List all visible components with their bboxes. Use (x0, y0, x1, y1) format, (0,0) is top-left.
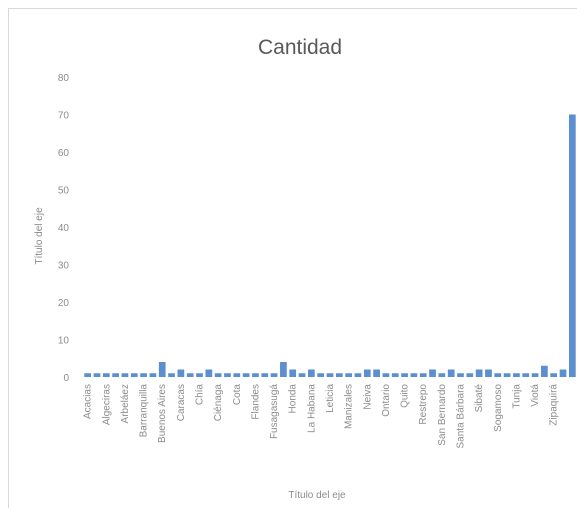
bar (457, 373, 464, 377)
bar (447, 369, 455, 377)
bar (177, 369, 185, 377)
bar (419, 373, 427, 377)
bar (401, 373, 408, 377)
bar (438, 373, 446, 377)
bar (112, 373, 119, 377)
bar (84, 373, 92, 377)
bar (568, 114, 576, 377)
y-tick-label: 60 (58, 148, 70, 159)
x-tick-label: Quito (400, 384, 411, 408)
bar (559, 369, 567, 377)
bar (345, 373, 352, 377)
chart-frame: Cantidad Título del eje Título del eje 0… (8, 8, 577, 508)
bar (102, 373, 110, 377)
bar (214, 373, 222, 377)
bar (475, 369, 483, 377)
bar (168, 373, 175, 377)
bar (93, 373, 101, 377)
bar (121, 373, 129, 377)
y-tick-label: 30 (58, 261, 70, 272)
bar (261, 373, 269, 377)
bar (196, 373, 203, 377)
x-tick-label: Sibaté (474, 384, 485, 413)
bar (158, 362, 166, 377)
bar (298, 373, 306, 377)
x-tick-label: Honda (288, 384, 299, 414)
bar (130, 373, 138, 377)
chart-svg: Cantidad Título del eje Título del eje 0… (34, 36, 576, 501)
bar (270, 373, 278, 377)
bar (280, 362, 287, 377)
bar (149, 373, 157, 377)
x-tick-label: Neiva (362, 384, 373, 410)
bar (186, 373, 194, 377)
x-tick-label: Acacias (83, 384, 94, 419)
x-tick-label: Zipaquirá (549, 384, 560, 426)
bar (242, 373, 250, 377)
x-tick-label: Viotá (530, 384, 541, 407)
y-axis-title: Título del eje (34, 207, 45, 265)
x-tick-label: Caracas (176, 384, 187, 421)
bar (205, 369, 213, 377)
bar (391, 373, 399, 377)
x-tick-label: Leticia (325, 384, 336, 413)
y-tick-label: 40 (58, 223, 70, 234)
y-tick-label: 0 (63, 373, 69, 384)
bar (308, 369, 315, 377)
bar (550, 373, 558, 377)
bar (373, 369, 380, 377)
bar (326, 373, 334, 377)
y-tick-labels: 0 10 20 30 40 50 60 70 80 (58, 73, 70, 384)
y-tick-label: 50 (58, 186, 70, 197)
bar (485, 369, 492, 377)
bar (531, 373, 539, 377)
x-tick-label: Ciénaga (213, 384, 224, 422)
bar (503, 373, 511, 377)
bars (84, 114, 576, 377)
x-tick-label: Fusagasugá (269, 384, 280, 439)
x-tick-label: Barranquilla (139, 384, 150, 438)
bar (233, 373, 241, 377)
x-tick-label: Sogamoso (493, 384, 504, 432)
bar (335, 373, 343, 377)
y-tick-label: 70 (58, 111, 70, 122)
x-tick-label: Tunja (511, 384, 522, 409)
x-tick-label: La Habana (306, 384, 317, 433)
x-tick-label: Buenos Aires (157, 384, 168, 443)
bar (541, 365, 548, 377)
y-tick-label: 20 (58, 298, 70, 309)
x-tick-label: Manizales (344, 384, 355, 429)
x-tick-label: Santa Bárbara (455, 384, 466, 449)
x-tick-label: Algeciras (101, 384, 112, 425)
bar (252, 373, 259, 377)
x-tick-label: Chía (195, 384, 206, 406)
x-tick-label: Flandes (250, 384, 261, 420)
bar (410, 373, 418, 377)
x-tick-labels: Acacias Algeciras Arbeláez Barranquilla Buen… (83, 384, 560, 449)
x-tick-label: Cota (232, 384, 243, 406)
bar (494, 373, 502, 377)
x-tick-label: Restrepo (418, 384, 429, 425)
y-tick-label: 10 (58, 336, 70, 347)
x-tick-label: Arbeláez (120, 384, 131, 423)
x-tick-label: San Bernardo (437, 384, 448, 446)
bar (522, 373, 530, 377)
x-tick-label: Ontario (381, 384, 392, 417)
bar (289, 369, 297, 377)
bar (140, 373, 147, 377)
bar (354, 373, 362, 377)
bar (224, 373, 231, 377)
y-tick-label: 80 (58, 73, 70, 84)
bar (363, 369, 371, 377)
bar (317, 373, 325, 377)
bar (466, 373, 474, 377)
bar (382, 373, 390, 377)
bar (429, 369, 436, 377)
bar (513, 373, 520, 377)
chart-title: Cantidad (258, 36, 342, 59)
x-axis-title: Título del eje (288, 490, 346, 501)
